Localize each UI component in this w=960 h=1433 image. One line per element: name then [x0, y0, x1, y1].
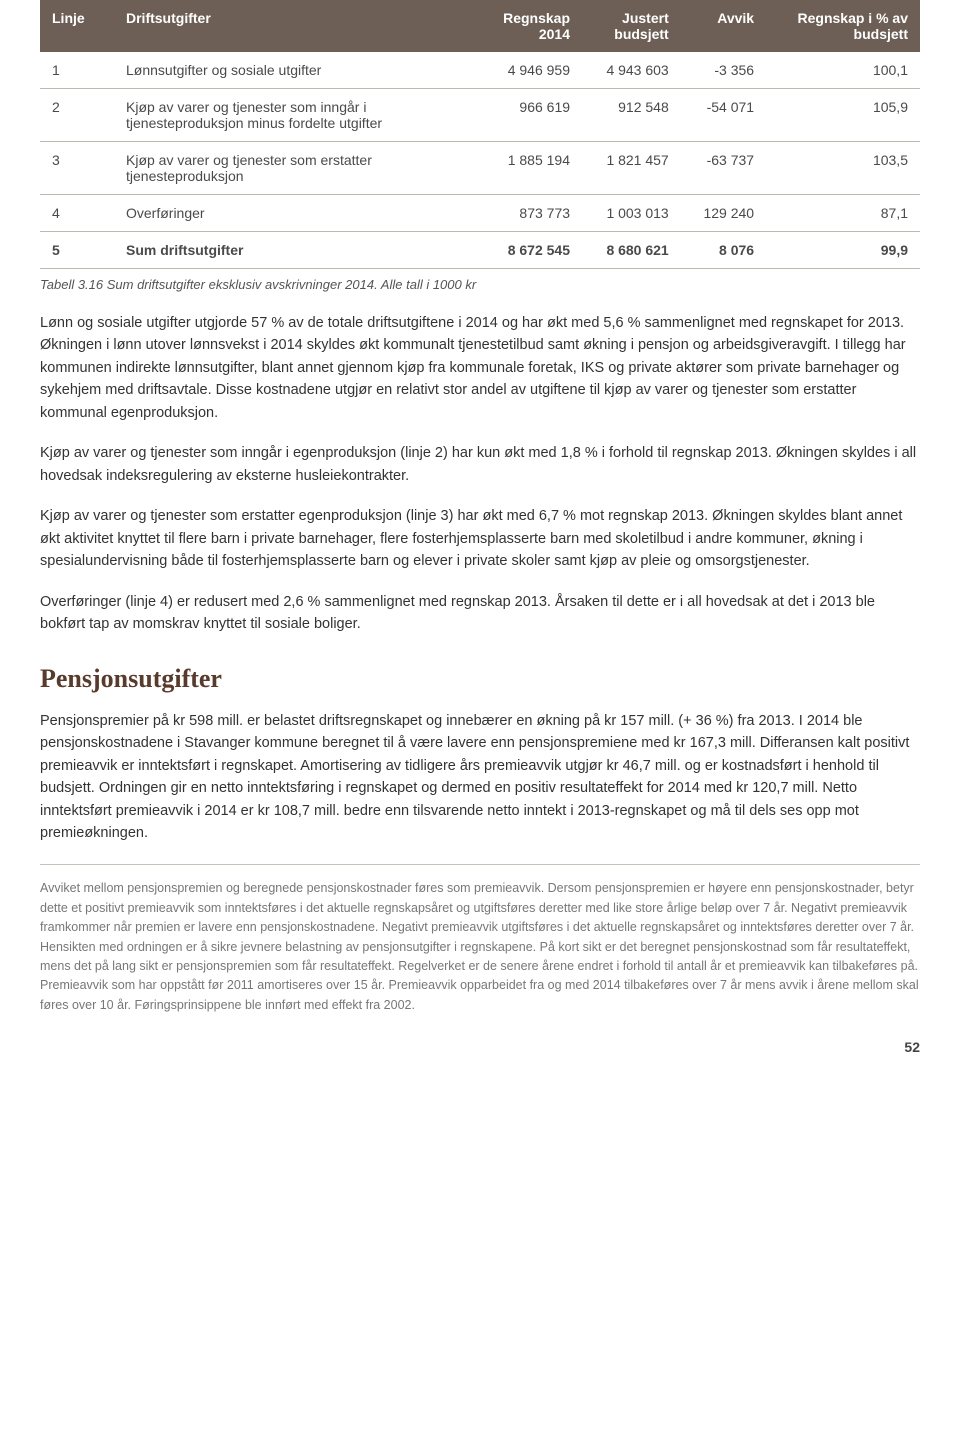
table-row: 1Lønnsutgifter og sosiale utgifter4 946 … [40, 52, 920, 89]
table-cell: -54 071 [681, 89, 766, 142]
table-cell: 5 [40, 232, 114, 269]
table-cell: 1 821 457 [582, 142, 681, 195]
table-cell: 8 680 621 [582, 232, 681, 269]
table-cell: 99,9 [766, 232, 920, 269]
page-number: 52 [40, 1039, 920, 1055]
para-3: Kjøp av varer og tjenester som erstatter… [40, 505, 920, 572]
table-cell: 1 885 194 [478, 142, 582, 195]
table-cell: Sum driftsutgifter [114, 232, 478, 269]
table-row: 4Overføringer873 7731 003 013129 24087,1 [40, 195, 920, 232]
table-cell: Kjøp av varer og tjenester som erstatter… [114, 142, 478, 195]
table-caption: Tabell 3.16 Sum driftsutgifter eksklusiv… [40, 277, 920, 292]
table-cell: 129 240 [681, 195, 766, 232]
th-justert: Justert budsjett [582, 0, 681, 52]
table-cell: 8 076 [681, 232, 766, 269]
table-cell: 103,5 [766, 142, 920, 195]
table-cell: 100,1 [766, 52, 920, 89]
table-cell: 873 773 [478, 195, 582, 232]
table-cell: 105,9 [766, 89, 920, 142]
table-cell: Overføringer [114, 195, 478, 232]
table-cell: -3 356 [681, 52, 766, 89]
pension-para: Pensjonspremier på kr 598 mill. er belas… [40, 710, 920, 845]
para-1: Lønn og sosiale utgifter utgjorde 57 % a… [40, 312, 920, 424]
table-cell: 87,1 [766, 195, 920, 232]
section-heading-pensjon: Pensjonsutgifter [40, 664, 920, 694]
para-4: Overføringer (linje 4) er redusert med 2… [40, 591, 920, 636]
table-cell: 4 943 603 [582, 52, 681, 89]
table-cell: 1 003 013 [582, 195, 681, 232]
table-cell: 1 [40, 52, 114, 89]
table-cell: 4 946 959 [478, 52, 582, 89]
table-row: 3Kjøp av varer og tjenester som erstatte… [40, 142, 920, 195]
para-2: Kjøp av varer og tjenester som inngår i … [40, 442, 920, 487]
table-cell: 8 672 545 [478, 232, 582, 269]
th-pct: Regnskap i % av budsjett [766, 0, 920, 52]
footnote-box: Avviket mellom pensjonspremien og beregn… [40, 864, 920, 1015]
table-row: 5Sum driftsutgifter8 672 5458 680 6218 0… [40, 232, 920, 269]
table-cell: 4 [40, 195, 114, 232]
table-cell: Kjøp av varer og tjenester som inngår i … [114, 89, 478, 142]
driftsutgifter-table: Linje Driftsutgifter Regnskap 2014 Juste… [40, 0, 920, 269]
table-cell: -63 737 [681, 142, 766, 195]
th-avvik: Avvik [681, 0, 766, 52]
table-cell: 2 [40, 89, 114, 142]
table-cell: Lønnsutgifter og sosiale utgifter [114, 52, 478, 89]
table-cell: 966 619 [478, 89, 582, 142]
table-row: 2Kjøp av varer og tjenester som inngår i… [40, 89, 920, 142]
table-cell: 912 548 [582, 89, 681, 142]
th-driftsutgifter: Driftsutgifter [114, 0, 478, 52]
th-regnskap: Regnskap 2014 [478, 0, 582, 52]
table-cell: 3 [40, 142, 114, 195]
th-linje: Linje [40, 0, 114, 52]
